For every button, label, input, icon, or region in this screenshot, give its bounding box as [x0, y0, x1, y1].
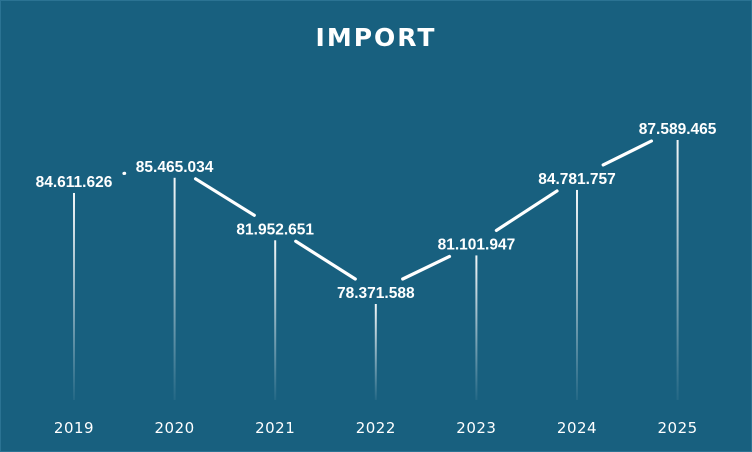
data-label-2025: 87.589.465 [639, 121, 717, 138]
drop-lines [73, 140, 679, 400]
drop-line-2022 [374, 304, 377, 400]
drop-line-2023 [475, 255, 478, 400]
line-segment-2021-2022 [294, 239, 357, 281]
tick-label-2024: 2024 [557, 419, 597, 437]
drop-line-2024 [576, 189, 578, 400]
drop-line-2025 [676, 140, 679, 400]
data-labels: 84.611.626 85.465.034 81.952.651 78.371.588… [36, 121, 717, 302]
tick-label-2025: 2025 [658, 419, 698, 437]
series-line [122, 139, 654, 281]
line-segment-2022-2023 [401, 254, 452, 281]
data-label-2022: 78.371.588 [337, 285, 415, 302]
line-segment-2020-2021 [193, 177, 256, 217]
chart-title: IMPORT [316, 23, 437, 52]
data-label-2020: 85.465.034 [136, 159, 214, 176]
tick-label-2020: 2020 [155, 419, 195, 437]
data-label-2023: 81.101.947 [438, 236, 516, 253]
tick-label-2022: 2022 [356, 419, 396, 437]
tick-label-2023: 2023 [456, 419, 496, 437]
data-label-2019: 84.611.626 [36, 174, 113, 191]
line-segment-2023-2024 [494, 189, 559, 233]
line-segment-2024-2025 [601, 139, 654, 167]
drop-line-2020 [173, 177, 176, 400]
x-axis-tick-labels: 2019 2020 2021 2022 2023 2024 2025 [54, 419, 698, 437]
tick-label-2019: 2019 [54, 419, 94, 437]
drop-line-2021 [274, 240, 277, 400]
data-label-2021: 81.952.651 [236, 221, 314, 238]
drop-line-2019 [73, 192, 75, 400]
tick-label-2021: 2021 [255, 419, 295, 437]
data-label-2024: 84.781.757 [538, 171, 616, 188]
